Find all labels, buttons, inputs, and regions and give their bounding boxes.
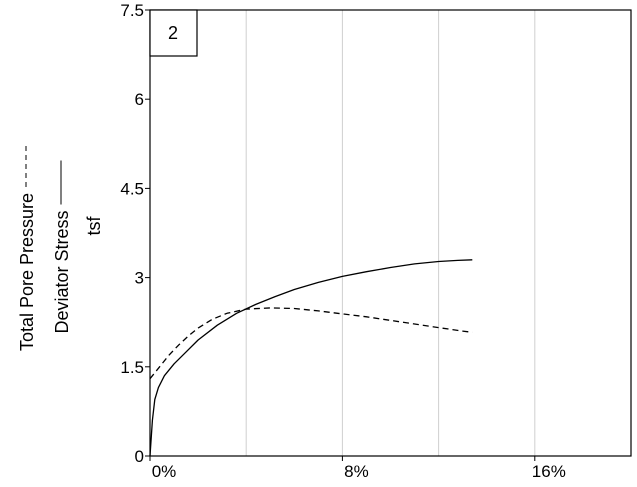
y-tick-label: 4.5 bbox=[120, 179, 144, 198]
y-axis-ticks: 0 1.5 3 4.5 6 7.5 bbox=[120, 1, 150, 466]
x-tick-label: 8% bbox=[344, 462, 369, 481]
series-line-solid bbox=[149, 259, 473, 457]
y-axis-label-total-pore-pressure: Total Pore Pressure bbox=[17, 193, 37, 351]
x-tick-label: 16% bbox=[532, 462, 566, 481]
panel-label: 2 bbox=[168, 23, 178, 43]
plot-area-frame bbox=[149, 9, 632, 457]
y-axis-label: Total Pore Pressure Deviator Stress tsf bbox=[17, 142, 104, 351]
series-layer bbox=[149, 259, 473, 457]
y-tick-label: 7.5 bbox=[120, 1, 144, 20]
series-line-dashed bbox=[149, 307, 473, 380]
x-tick-label: 0% bbox=[152, 462, 177, 481]
y-tick-label: 3 bbox=[135, 269, 144, 288]
gridlines bbox=[245, 10, 536, 456]
y-tick-label: 6 bbox=[135, 90, 144, 109]
y-axis-label-deviator-stress: Deviator Stress bbox=[52, 210, 72, 333]
x-axis-ticks: 0% 8% 16% bbox=[149, 456, 566, 481]
panel-label-box: 2 bbox=[149, 9, 198, 57]
y-tick-label: 0 bbox=[135, 447, 144, 466]
y-tick-label: 1.5 bbox=[120, 358, 144, 377]
y-axis-label-units: tsf bbox=[84, 216, 104, 236]
